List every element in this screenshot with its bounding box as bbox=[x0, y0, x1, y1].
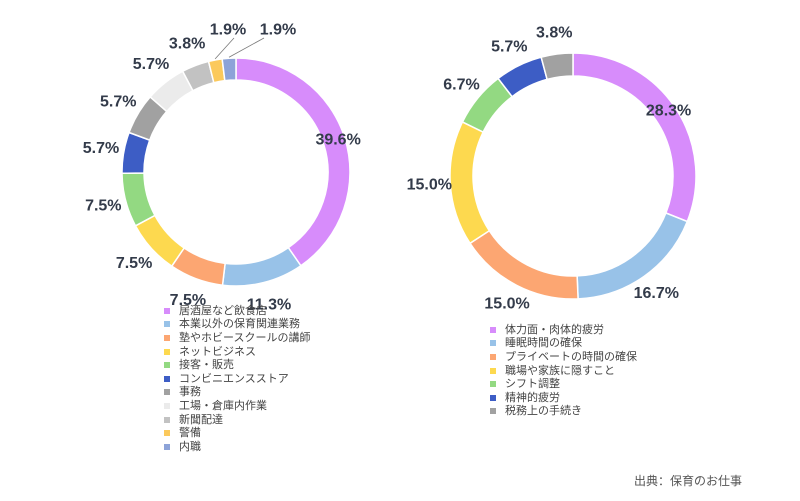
side-job-legend-item-6: コンビニエンスストア bbox=[164, 372, 310, 386]
legend-swatch bbox=[490, 381, 496, 388]
difficulty-legend-item-2: 睡眠時間の確保 bbox=[490, 337, 637, 351]
legend-label: 職場や家族に隠すこと bbox=[505, 363, 615, 377]
difficulty-data-label-7: 3.8% bbox=[536, 25, 572, 42]
legend-label: 塾やホビースクールの講師 bbox=[179, 330, 311, 344]
side-job-legend-item-8: 工場・倉庫内作業 bbox=[164, 399, 310, 413]
legend-swatch bbox=[490, 326, 496, 333]
side-job-data-label-4: 7.5% bbox=[116, 255, 152, 272]
side-job-legend-item-10: 警備 bbox=[164, 426, 310, 440]
difficulty-data-label-5: 6.7% bbox=[443, 76, 479, 93]
side-job-slice-1 bbox=[235, 57, 351, 267]
legend-difficulties: 体力面・肉体的疲労 睡眠時間の確保 プライベートの時間の確保 職場や家族に隠すこと シフ… bbox=[490, 323, 637, 418]
side-job-data-label-11: 1.9% bbox=[260, 22, 296, 39]
source-credit: 出典：保育のお仕事 bbox=[633, 474, 742, 488]
difficulty-legend-item-4: 職場や家族に隠すこと bbox=[490, 364, 637, 378]
side-job-data-label-9: 3.8% bbox=[169, 36, 205, 53]
difficulty-data-label-4: 15.0% bbox=[407, 176, 452, 193]
legend-side-jobs: 居酒屋など飲食店 本業以外の保育関連業務 塾やホビースクールの講師 ネットビジネス 接客… bbox=[164, 304, 310, 454]
difficulty-slice-4 bbox=[449, 120, 491, 245]
side-job-data-label-6: 5.7% bbox=[83, 140, 119, 157]
side-job-data-label-3: 7.5% bbox=[170, 292, 206, 309]
side-job-legend-item-5: 接客・販売 bbox=[164, 358, 310, 372]
difficulty-data-label-1: 28.3% bbox=[646, 103, 691, 120]
side-job-legend-item-11: 内職 bbox=[164, 440, 310, 454]
legend-swatch bbox=[490, 367, 496, 374]
side-job-legend-item-4: ネットビジネス bbox=[164, 345, 310, 359]
legend-swatch bbox=[164, 389, 170, 396]
side-job-leader-line-10 bbox=[214, 37, 235, 60]
side-job-legend-item-2: 本業以外の保育関連業務 bbox=[164, 318, 310, 332]
legend-label: 居酒屋など飲食店 bbox=[179, 303, 267, 317]
legend-swatch bbox=[490, 353, 496, 360]
legend-swatch bbox=[490, 394, 496, 401]
donut-chart-difficulties: 28.3% 16.7% 15.0% 15.0% 6.7% 5.7% 3.8% bbox=[407, 25, 697, 313]
legend-label: プライベートの時間の確保 bbox=[505, 349, 637, 363]
legend-swatch bbox=[164, 362, 170, 369]
side-job-legend-item-9: 新聞配達 bbox=[164, 413, 310, 427]
legend-swatch bbox=[490, 408, 496, 415]
legend-label: 新聞配達 bbox=[179, 412, 223, 426]
donut-chart-side-jobs: 39.6%11.3%7.5%7.5%7.5%5.7%5.7%5.7%3.8%1.… bbox=[83, 22, 361, 314]
side-job-data-label-5: 7.5% bbox=[85, 198, 121, 215]
difficulty-data-label-6: 5.7% bbox=[491, 38, 527, 55]
legend-label: 精神的疲労 bbox=[505, 390, 560, 404]
side-job-legend-item-3: 塾やホビースクールの講師 bbox=[164, 331, 310, 345]
side-job-legend-item-7: 事務 bbox=[164, 386, 310, 400]
legend-label: 内職 bbox=[179, 439, 201, 453]
difficulty-data-label-3: 15.0% bbox=[484, 296, 529, 313]
side-job-slice-5 bbox=[121, 172, 156, 227]
legend-label: シフト調整 bbox=[505, 377, 560, 391]
side-job-data-label-1: 39.6% bbox=[315, 132, 360, 149]
legend-swatch bbox=[164, 307, 170, 314]
difficulty-legend-item-7: 税務上の手続き bbox=[490, 405, 637, 419]
legend-label: 体力面・肉体的疲労 bbox=[505, 322, 604, 336]
side-job-slice-11 bbox=[221, 57, 237, 82]
legend-swatch bbox=[490, 340, 496, 347]
side-job-slice-2 bbox=[221, 246, 302, 287]
side-job-legend-item-1: 居酒屋など飲食店 bbox=[164, 304, 310, 318]
legend-swatch bbox=[164, 375, 170, 382]
side-job-leader-line-11 bbox=[228, 37, 265, 58]
difficulty-data-label-2: 16.7% bbox=[634, 285, 679, 302]
difficulty-slice-1 bbox=[572, 52, 697, 223]
legend-swatch bbox=[164, 430, 170, 437]
difficulty-legend-item-1: 体力面・肉体的疲労 bbox=[490, 323, 637, 337]
legend-label: 税務上の手続き bbox=[505, 404, 582, 418]
difficulty-slice-3 bbox=[468, 229, 579, 300]
legend-label: 接客・販売 bbox=[179, 358, 234, 372]
side-job-data-label-10: 1.9% bbox=[210, 22, 246, 39]
side-job-data-label-7: 5.7% bbox=[100, 93, 136, 110]
legend-swatch bbox=[164, 416, 170, 423]
legend-label: 工場・倉庫内作業 bbox=[179, 398, 267, 412]
legend-swatch bbox=[164, 402, 170, 409]
legend-label: 事務 bbox=[179, 385, 201, 399]
legend-swatch bbox=[164, 348, 170, 355]
legend-swatch bbox=[164, 321, 170, 328]
legend-label: 警備 bbox=[179, 426, 201, 440]
difficulty-legend-item-5: シフト調整 bbox=[490, 377, 637, 391]
side-job-data-label-8: 5.7% bbox=[133, 56, 169, 73]
difficulty-slice-7 bbox=[540, 52, 574, 81]
difficulty-legend-item-3: プライベートの時間の確保 bbox=[490, 350, 637, 364]
legend-label: 本業以外の保育関連業務 bbox=[179, 317, 300, 331]
legend-label: 睡眠時間の確保 bbox=[505, 336, 582, 350]
difficulty-legend-item-6: 精神的疲労 bbox=[490, 391, 637, 405]
legend-swatch bbox=[164, 334, 170, 341]
legend-label: ネットビジネス bbox=[179, 344, 256, 358]
side-job-data-label-2: 11.3% bbox=[247, 296, 291, 313]
legend-label: コンビニエンスストア bbox=[179, 371, 289, 385]
legend-swatch bbox=[164, 443, 170, 450]
